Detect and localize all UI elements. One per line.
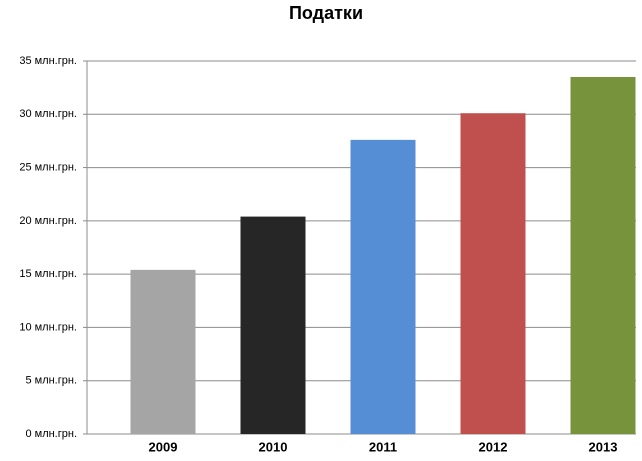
y-tick-label: 5 млн.грн.	[25, 375, 77, 387]
x-tick-label: 2009	[149, 439, 178, 454]
chart-title: Податки	[289, 3, 363, 23]
y-tick-label: 20 млн.грн.	[19, 215, 77, 227]
x-tick-label: 2011	[369, 439, 397, 454]
bar	[460, 113, 526, 434]
bar	[570, 76, 636, 434]
x-tick-label: 2013	[589, 439, 618, 454]
bar	[240, 216, 306, 434]
y-tick-label: 10 млн.грн.	[19, 321, 77, 333]
bar	[130, 269, 196, 434]
y-tick-label: 30 млн.грн.	[19, 108, 77, 120]
y-tick-label: 15 млн.грн.	[19, 268, 77, 280]
y-tick-label: 25 млн.грн.	[19, 161, 77, 173]
x-tick-label: 2012	[479, 439, 508, 454]
bar	[350, 139, 416, 434]
x-tick-label: 2010	[259, 439, 288, 454]
y-tick-label: 0 млн.грн.	[25, 428, 77, 440]
y-tick-label: 35 млн.грн.	[19, 55, 77, 67]
